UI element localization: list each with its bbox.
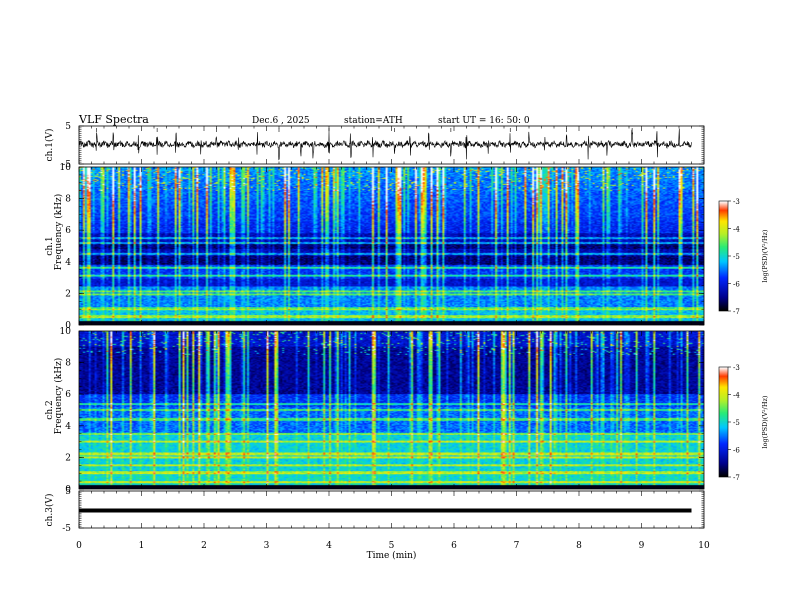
x-tick-label: 10 [698,541,710,551]
ch3-y-label: ch.3(V) [44,494,55,527]
colorbar-tick-label: -5 [733,253,740,261]
x-tick-label: 8 [576,541,582,551]
y-tick-label: 2 [65,453,71,463]
station-label: station=ATH [344,116,403,126]
x-tick-label: 2 [201,541,207,551]
x-tick-label: 4 [326,541,332,551]
x-tick-label: 7 [514,541,520,551]
ch2-spectrogram-image [79,331,704,489]
x-tick-label: 3 [264,541,270,551]
colorbar-tick-label: -3 [733,198,740,206]
colorbar-tick-label: -6 [733,281,740,289]
y-tick-label: -5 [62,160,71,170]
y-tick-label: 2 [65,289,71,299]
colorbar-tick-label: -7 [733,474,740,482]
colorbar-tick-label: -4 [733,392,740,400]
y-tick-label: 4 [65,258,71,268]
y-tick-label: 0 [65,321,71,331]
y-tick-label: 10 [60,163,72,173]
y-tick-label: 6 [65,390,71,400]
colorbar-label: log(PSD)(V²/Hz) [761,229,769,282]
start-time-label: start UT = 16: 50: 0 [438,116,530,126]
colorbar-tick-label: -7 [733,308,740,316]
colorbar-label: log(PSD)(V²/Hz) [761,395,769,448]
colorbar-tick-label: -5 [733,419,740,427]
y-tick-label: 10 [60,327,72,337]
ch2-spec-y-label: Frequency (kHz) [53,358,64,435]
x-tick-label: 6 [451,541,457,551]
x-tick-label: 1 [139,541,145,551]
colorbar-tick-label: -3 [733,364,740,372]
y-tick-label: 8 [65,359,71,369]
y-tick-label: 0 [65,485,71,495]
ch1-colorbar [719,201,728,311]
x-tick-label: 5 [389,541,395,551]
y-tick-label: -5 [62,524,71,534]
y-tick-label: 4 [65,422,71,432]
y-tick-label: 5 [65,487,71,497]
date-label: Dec.6 , 2025 [252,116,310,126]
x-axis-label: Time (min) [367,550,417,561]
ch1-y-label: ch.1(V) [44,129,55,162]
x-tick-label: 9 [639,541,645,551]
ch1-spec-y-label: Frequency (kHz) [53,194,64,271]
ch2-colorbar [719,367,728,477]
x-tick-label: 0 [76,541,82,551]
colorbar-tick-label: -6 [733,447,740,455]
colorbar-tick-label: -4 [733,226,740,234]
figure-title: VLF Spectra [78,113,149,126]
ch1-waveform-trace [78,128,692,161]
y-tick-label: 5 [65,122,71,132]
ch1-spectrogram-image [79,167,704,325]
y-tick-label: 6 [65,226,71,236]
y-tick-label: 8 [65,195,71,205]
ch1-spec-channel-label: ch.1 [45,236,55,255]
ch2-spec-channel-label: ch.2 [45,400,55,419]
